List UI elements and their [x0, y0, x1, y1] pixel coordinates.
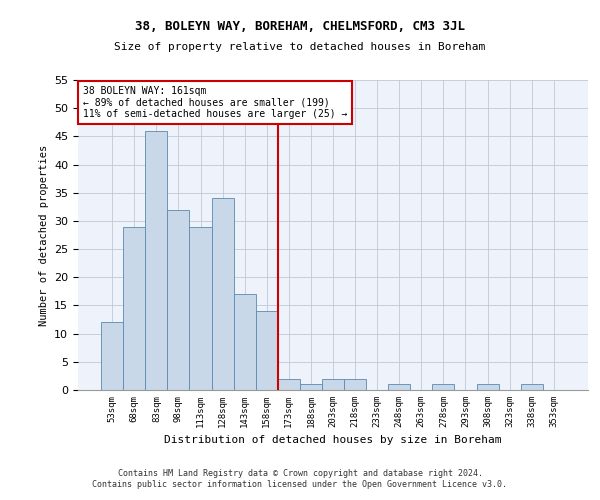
Text: 38 BOLEYN WAY: 161sqm
← 89% of detached houses are smaller (199)
11% of semi-det: 38 BOLEYN WAY: 161sqm ← 89% of detached … — [83, 86, 347, 120]
Bar — [190, 226, 212, 390]
Bar — [167, 210, 190, 390]
Bar — [101, 322, 123, 390]
Bar — [123, 226, 145, 390]
Bar — [256, 311, 278, 390]
Text: Contains public sector information licensed under the Open Government Licence v3: Contains public sector information licen… — [92, 480, 508, 489]
Y-axis label: Number of detached properties: Number of detached properties — [38, 144, 49, 326]
Text: Contains HM Land Registry data © Crown copyright and database right 2024.: Contains HM Land Registry data © Crown c… — [118, 468, 482, 477]
Bar — [233, 294, 256, 390]
Bar — [322, 378, 344, 390]
Bar — [145, 130, 167, 390]
Bar — [521, 384, 543, 390]
Bar — [344, 378, 366, 390]
Text: Size of property relative to detached houses in Boreham: Size of property relative to detached ho… — [115, 42, 485, 52]
Bar — [476, 384, 499, 390]
Bar — [212, 198, 233, 390]
Bar — [433, 384, 454, 390]
Bar — [388, 384, 410, 390]
X-axis label: Distribution of detached houses by size in Boreham: Distribution of detached houses by size … — [164, 436, 502, 446]
Text: 38, BOLEYN WAY, BOREHAM, CHELMSFORD, CM3 3JL: 38, BOLEYN WAY, BOREHAM, CHELMSFORD, CM3… — [135, 20, 465, 33]
Bar — [300, 384, 322, 390]
Bar — [278, 378, 300, 390]
